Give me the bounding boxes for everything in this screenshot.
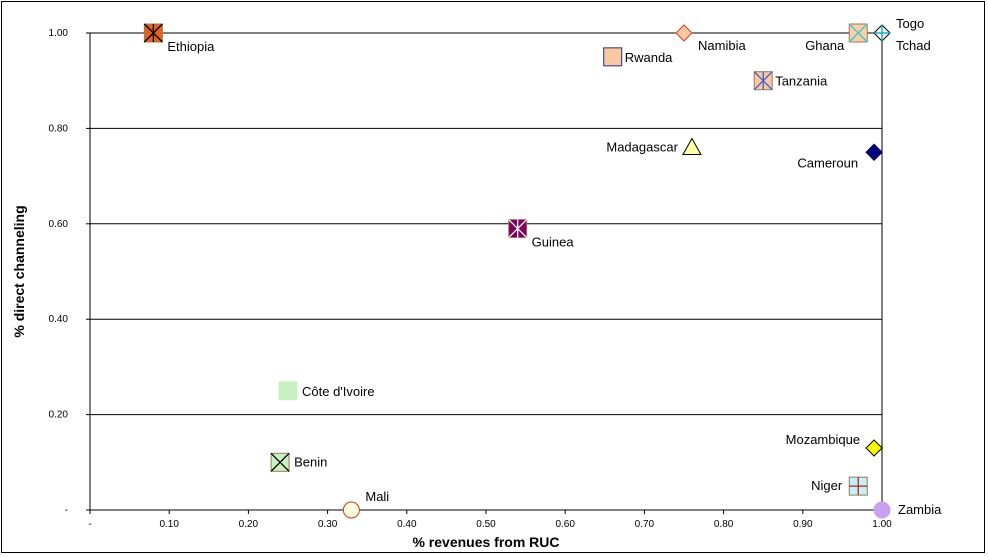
point-rwanda: [603, 47, 623, 67]
x-tick-label: -: [88, 519, 91, 530]
gridlines: [90, 127, 882, 416]
plot-area-border: [89, 32, 883, 511]
point-cote-d-ivoire: [278, 381, 298, 401]
y-tick-label: 0.80: [49, 123, 69, 134]
point-label-mali: Mali: [365, 489, 389, 504]
point-label-ghana: Ghana: [805, 38, 845, 53]
y-tick-label: 1.00: [49, 28, 69, 39]
x-tick-label: 0.30: [318, 519, 338, 530]
x-tick-label: 0.60: [555, 519, 575, 530]
point-label-ethiopia: Ethiopia: [167, 39, 215, 54]
point-zambia: [873, 501, 891, 519]
x-axis-title: % revenues from RUC: [412, 534, 559, 550]
x-tick-label: 0.90: [793, 519, 813, 530]
point-guinea: [508, 219, 528, 239]
x-tick-label: 0.20: [239, 519, 259, 530]
x-tick-label: 0.70: [635, 519, 655, 530]
x-tick-label: 0.40: [397, 519, 417, 530]
point-madagascar: [682, 137, 702, 155]
point-label-guinea: Guinea: [532, 235, 575, 250]
point-labels: Ethiopia Namibia Ghana Togo Tchad Rwanda Tanza…: [167, 16, 942, 517]
point-label-zambia: Zambia: [898, 502, 942, 517]
point-namibia: [675, 24, 693, 42]
point-ethiopia: [143, 23, 163, 43]
x-tick-label: 0.10: [159, 519, 179, 530]
point-label-madagascar: Madagascar: [606, 139, 678, 154]
point-benin: [270, 452, 290, 472]
point-label-tanzania: Tanzania: [775, 74, 828, 89]
point-label-cameroun: Cameroun: [797, 155, 858, 170]
point-label-togo: Togo: [896, 16, 924, 31]
point-label-tchad: Tchad: [896, 38, 931, 53]
point-niger: [848, 476, 868, 496]
y-tick-label: 0.20: [49, 410, 69, 421]
axis-ticks: - 0.20 0.40 0.60 0.80 1.00 - 0.10 0.20 0.30 0.40 0.…: [49, 28, 893, 530]
data-points: [143, 23, 891, 519]
point-label-benin: Benin: [294, 454, 327, 469]
x-tick-label: 0.80: [714, 519, 734, 530]
x-tick-label: 1.00: [872, 519, 892, 530]
point-label-cote-d-ivoire: Côte d'Ivoire: [302, 384, 375, 399]
point-tanzania: [753, 71, 773, 91]
point-label-mozambique: Mozambique: [786, 432, 860, 447]
x-tick-label: 0.50: [476, 519, 496, 530]
y-tick-label: 0.60: [49, 219, 69, 230]
point-ghana: [848, 23, 868, 43]
y-axis-title: % direct channeling: [11, 205, 27, 337]
y-tick-label: 0.40: [49, 314, 69, 325]
point-label-rwanda: Rwanda: [625, 50, 673, 65]
point-cameroun: [865, 143, 883, 161]
point-tchad: [874, 25, 890, 41]
point-mozambique: [865, 439, 883, 457]
y-tick-label: -: [65, 505, 68, 516]
point-label-niger: Niger: [811, 478, 843, 493]
point-label-namibia: Namibia: [698, 38, 746, 53]
point-mali: [342, 501, 360, 519]
